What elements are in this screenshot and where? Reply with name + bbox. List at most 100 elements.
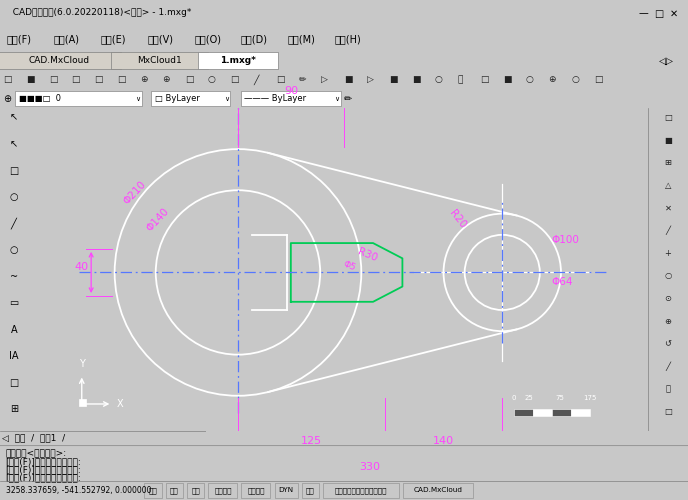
Text: —: — bbox=[638, 8, 648, 18]
Text: ⊞: ⊞ bbox=[10, 404, 18, 414]
Text: ⊕: ⊕ bbox=[3, 94, 12, 104]
Text: 修改(M): 修改(M) bbox=[288, 34, 316, 44]
Text: 125: 125 bbox=[301, 436, 322, 446]
FancyBboxPatch shape bbox=[15, 91, 142, 106]
Text: 选择对象<全部选择>:: 选择对象<全部选择>: bbox=[6, 450, 67, 458]
Text: □: □ bbox=[72, 75, 80, 84]
Text: 线宽: 线宽 bbox=[306, 487, 314, 494]
FancyBboxPatch shape bbox=[166, 484, 183, 498]
Text: 140: 140 bbox=[433, 436, 454, 446]
Text: ■: ■ bbox=[26, 75, 34, 84]
Text: ✏: ✏ bbox=[299, 75, 306, 84]
Text: □: □ bbox=[9, 378, 19, 388]
Text: □: □ bbox=[9, 166, 19, 175]
Text: ◁▷: ◁▷ bbox=[659, 56, 674, 66]
Text: 编辑(E): 编辑(E) bbox=[100, 34, 126, 44]
Text: ╱: ╱ bbox=[665, 362, 671, 371]
Text: ⌚: ⌚ bbox=[665, 384, 671, 394]
Text: IA: IA bbox=[9, 351, 19, 361]
Text: ■: ■ bbox=[412, 75, 420, 84]
Text: 视图(V): 视图(V) bbox=[147, 34, 173, 44]
FancyBboxPatch shape bbox=[198, 52, 278, 68]
Text: ╱: ╱ bbox=[11, 218, 17, 230]
Text: □ ByLayer: □ ByLayer bbox=[155, 94, 200, 103]
Text: ○: ○ bbox=[10, 245, 18, 255]
Text: 0: 0 bbox=[512, 396, 516, 402]
Text: ○: ○ bbox=[665, 272, 671, 280]
FancyBboxPatch shape bbox=[301, 484, 319, 498]
Text: 330: 330 bbox=[360, 462, 380, 472]
Text: CAD.MxCloud: CAD.MxCloud bbox=[413, 488, 462, 494]
Text: ⌒: ⌒ bbox=[458, 75, 463, 84]
Bar bbox=[79, 400, 87, 406]
Text: ■: ■ bbox=[503, 75, 511, 84]
FancyBboxPatch shape bbox=[275, 484, 297, 498]
Text: □: □ bbox=[276, 75, 284, 84]
Text: ⊞: ⊞ bbox=[665, 158, 671, 168]
Text: ▭: ▭ bbox=[9, 298, 19, 308]
Text: 1.mxg*: 1.mxg* bbox=[220, 56, 256, 65]
Text: ∨: ∨ bbox=[136, 96, 140, 102]
Text: 标格: 标格 bbox=[149, 487, 158, 494]
Text: 提交软件问题或增加新功能: 提交软件问题或增加新功能 bbox=[334, 487, 387, 494]
Text: R30: R30 bbox=[356, 246, 378, 263]
Text: CAD梦想画图(6.0.20220118)<游客> - 1.mxg*: CAD梦想画图(6.0.20220118)<游客> - 1.mxg* bbox=[7, 8, 191, 16]
Text: Φ64: Φ64 bbox=[552, 277, 573, 287]
Text: 功能(A): 功能(A) bbox=[54, 34, 80, 44]
Text: ——— ByLayer: ——— ByLayer bbox=[244, 94, 306, 103]
FancyBboxPatch shape bbox=[187, 484, 204, 498]
Text: △: △ bbox=[665, 181, 671, 190]
Text: 25: 25 bbox=[525, 396, 534, 402]
Text: ∨: ∨ bbox=[224, 96, 228, 102]
Text: □: □ bbox=[49, 75, 57, 84]
Text: ⊙: ⊙ bbox=[665, 294, 671, 303]
Text: ✕: ✕ bbox=[665, 204, 671, 212]
Text: ◁  模型  /  布局1  /: ◁ 模型 / 布局1 / bbox=[2, 434, 65, 442]
Text: 对象追踪: 对象追踪 bbox=[247, 487, 265, 494]
Text: □: □ bbox=[94, 75, 103, 84]
Bar bbox=[533, 408, 552, 416]
Text: □: □ bbox=[594, 75, 602, 84]
Text: □: □ bbox=[480, 75, 488, 84]
Text: □: □ bbox=[185, 75, 193, 84]
Text: 90: 90 bbox=[283, 86, 298, 97]
Text: ○: ○ bbox=[10, 192, 18, 202]
Text: 40: 40 bbox=[75, 262, 89, 272]
FancyBboxPatch shape bbox=[144, 484, 162, 498]
Text: ✏: ✏ bbox=[344, 94, 352, 104]
Text: □: □ bbox=[3, 75, 12, 84]
Text: ▷: ▷ bbox=[367, 75, 374, 84]
Text: 文件(F): 文件(F) bbox=[7, 34, 32, 44]
Bar bbox=[571, 408, 590, 416]
Text: ⊕: ⊕ bbox=[140, 75, 147, 84]
Text: [栏选(F)]选择要修剪的对象:: [栏选(F)]选择要修剪的对象: bbox=[6, 473, 81, 482]
Text: ○: ○ bbox=[526, 75, 533, 84]
Text: A: A bbox=[10, 324, 17, 334]
Text: Φ140: Φ140 bbox=[145, 206, 171, 233]
FancyBboxPatch shape bbox=[403, 484, 473, 498]
Text: Φ5: Φ5 bbox=[342, 260, 357, 273]
FancyBboxPatch shape bbox=[323, 484, 399, 498]
Text: DYN: DYN bbox=[279, 488, 294, 494]
Text: 格式(O): 格式(O) bbox=[194, 34, 221, 44]
FancyBboxPatch shape bbox=[208, 484, 237, 498]
Text: ○: ○ bbox=[571, 75, 579, 84]
Text: ○: ○ bbox=[435, 75, 442, 84]
Text: ↖: ↖ bbox=[10, 139, 18, 149]
Text: 正交: 正交 bbox=[170, 487, 179, 494]
Text: Φ100: Φ100 bbox=[552, 234, 579, 244]
FancyBboxPatch shape bbox=[0, 52, 121, 68]
Text: ╱: ╱ bbox=[665, 226, 671, 235]
Text: ↖: ↖ bbox=[10, 112, 18, 122]
FancyBboxPatch shape bbox=[241, 91, 341, 106]
Text: MxCloud1: MxCloud1 bbox=[137, 56, 182, 65]
Text: ■: ■ bbox=[344, 75, 352, 84]
Text: CAD.MxCloud: CAD.MxCloud bbox=[28, 56, 89, 65]
Text: ╱: ╱ bbox=[253, 74, 259, 85]
Text: ∨: ∨ bbox=[334, 96, 338, 102]
Text: ■: ■ bbox=[664, 136, 672, 145]
FancyBboxPatch shape bbox=[151, 91, 230, 106]
Text: ⊕: ⊕ bbox=[665, 316, 671, 326]
Text: ~: ~ bbox=[10, 272, 18, 281]
Bar bbox=[514, 408, 533, 416]
